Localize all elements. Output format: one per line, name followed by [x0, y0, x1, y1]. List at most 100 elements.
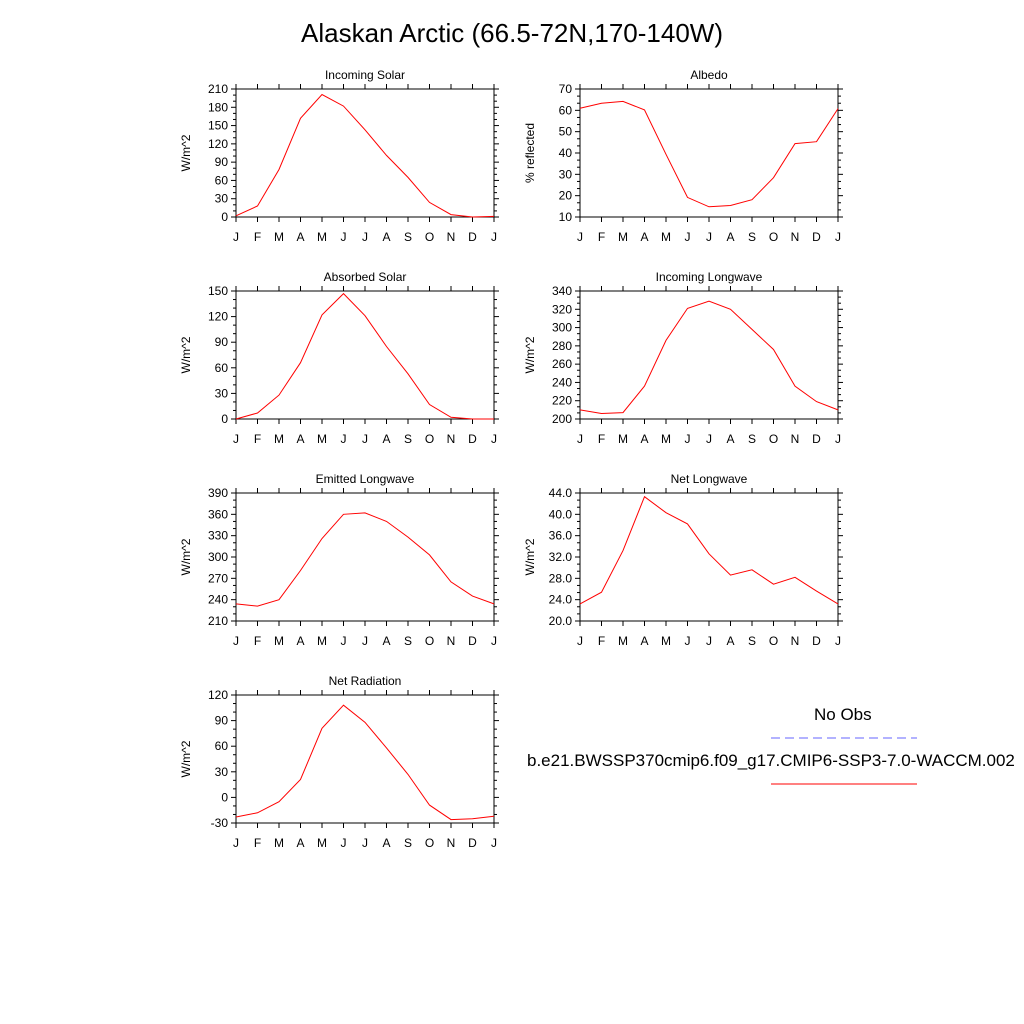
- x-tick-label: J: [577, 634, 583, 648]
- x-tick-label: J: [835, 432, 841, 446]
- x-tick-label: J: [362, 634, 368, 648]
- chart-panel-1: Incoming Solar W/m^2 0 30 60 90 120 150 180 210 J F…: [179, 68, 499, 244]
- plot-frame: [235, 492, 495, 622]
- x-tick-label: A: [382, 432, 390, 446]
- y-tick-label: 30: [215, 765, 229, 779]
- x-tick-label: D: [468, 634, 477, 648]
- x-tick-label: D: [468, 432, 477, 446]
- y-tick-label: 210: [208, 614, 228, 628]
- y-tick-label: 60: [215, 173, 229, 187]
- y-tick-label: 390: [208, 486, 228, 500]
- x-tick-label: N: [447, 230, 456, 244]
- x-tick-label: N: [791, 634, 800, 648]
- y-tick-label: 60: [215, 361, 229, 375]
- x-tick-label: F: [598, 432, 605, 446]
- x-tick-label: F: [598, 230, 605, 244]
- x-tick-label: J: [341, 432, 347, 446]
- x-tick-label: S: [748, 230, 756, 244]
- series-line: [235, 704, 495, 821]
- panel-title: Incoming Solar: [325, 68, 405, 82]
- x-tick-label: J: [835, 230, 841, 244]
- x-tick-label: A: [640, 432, 648, 446]
- y-tick-label: 300: [208, 550, 228, 564]
- x-tick-label: A: [296, 836, 304, 850]
- x-tick-label: A: [382, 634, 390, 648]
- x-tick-label: A: [726, 634, 734, 648]
- x-tick-label: D: [812, 634, 821, 648]
- plot-frame: [235, 290, 495, 420]
- panel-title: Net Radiation: [329, 674, 402, 688]
- x-tick-label: S: [748, 432, 756, 446]
- x-tick-label: A: [726, 432, 734, 446]
- y-tick-label: 28.0: [549, 571, 573, 585]
- x-tick-label: M: [618, 230, 628, 244]
- y-tick-label: 20: [559, 189, 573, 203]
- x-tick-label: O: [769, 634, 778, 648]
- series-line: [235, 512, 495, 607]
- y-tick-label: 40: [559, 146, 573, 160]
- x-tick-label: F: [598, 634, 605, 648]
- x-tick-label: J: [233, 634, 239, 648]
- x-tick-label: M: [661, 230, 671, 244]
- series-line: [579, 100, 839, 208]
- x-tick-label: D: [468, 230, 477, 244]
- x-tick-label: M: [317, 432, 327, 446]
- y-tick-label: 40.0: [549, 507, 573, 521]
- x-tick-label: J: [491, 230, 497, 244]
- x-tick-label: F: [254, 634, 261, 648]
- x-tick-label: S: [404, 230, 412, 244]
- y-tick-label: 220: [552, 394, 572, 408]
- y-axis-label: W/m^2: [179, 336, 193, 373]
- x-tick-label: D: [468, 836, 477, 850]
- x-tick-label: J: [341, 836, 347, 850]
- panel-title: Emitted Longwave: [316, 472, 415, 486]
- y-tick-label: 24.0: [549, 593, 573, 607]
- x-tick-label: O: [769, 230, 778, 244]
- x-tick-label: S: [748, 634, 756, 648]
- x-tick-label: A: [382, 230, 390, 244]
- x-tick-label: J: [362, 836, 368, 850]
- x-tick-label: S: [404, 836, 412, 850]
- y-tick-label: 60: [559, 103, 573, 117]
- y-tick-label: 30: [559, 167, 573, 181]
- y-axis-label: W/m^2: [179, 538, 193, 575]
- legend-run-label: b.e21.BWSSP370cmip6.f09_g17.CMIP6-SSP3-7…: [527, 751, 1015, 770]
- y-tick-label: 44.0: [549, 486, 573, 500]
- plot-frame: [579, 88, 839, 218]
- x-tick-label: N: [791, 230, 800, 244]
- y-tick-label: 180: [208, 100, 228, 114]
- y-tick-label: 300: [552, 321, 572, 335]
- chart-panel-6: Net Longwave W/m^2 20.0 24.0 28.0 32.0 36.0 40.…: [523, 472, 843, 648]
- y-tick-label: 210: [208, 82, 228, 96]
- x-tick-label: J: [706, 230, 712, 244]
- x-tick-label: M: [317, 230, 327, 244]
- x-tick-label: A: [382, 836, 390, 850]
- legend-obs-label: No Obs: [814, 705, 872, 724]
- series-line: [579, 300, 839, 415]
- x-tick-label: J: [491, 432, 497, 446]
- x-tick-label: J: [577, 432, 583, 446]
- y-tick-label: 0: [221, 412, 228, 426]
- x-tick-label: J: [341, 634, 347, 648]
- x-tick-label: M: [661, 432, 671, 446]
- y-tick-label: 200: [552, 412, 572, 426]
- y-tick-label: 70: [559, 82, 573, 96]
- x-tick-label: M: [274, 230, 284, 244]
- x-tick-label: N: [447, 836, 456, 850]
- x-tick-label: F: [254, 836, 261, 850]
- y-tick-label: 240: [208, 593, 228, 607]
- x-tick-label: S: [404, 634, 412, 648]
- y-tick-label: 90: [215, 155, 229, 169]
- plot-frame: [579, 492, 839, 622]
- y-axis-label: W/m^2: [523, 538, 537, 575]
- x-tick-label: M: [317, 836, 327, 850]
- x-tick-label: D: [812, 230, 821, 244]
- y-tick-label: 60: [215, 739, 229, 753]
- y-tick-label: 10: [559, 210, 573, 224]
- x-tick-label: J: [233, 230, 239, 244]
- y-axis-label: W/m^2: [179, 740, 193, 777]
- x-tick-label: A: [726, 230, 734, 244]
- x-tick-label: M: [618, 432, 628, 446]
